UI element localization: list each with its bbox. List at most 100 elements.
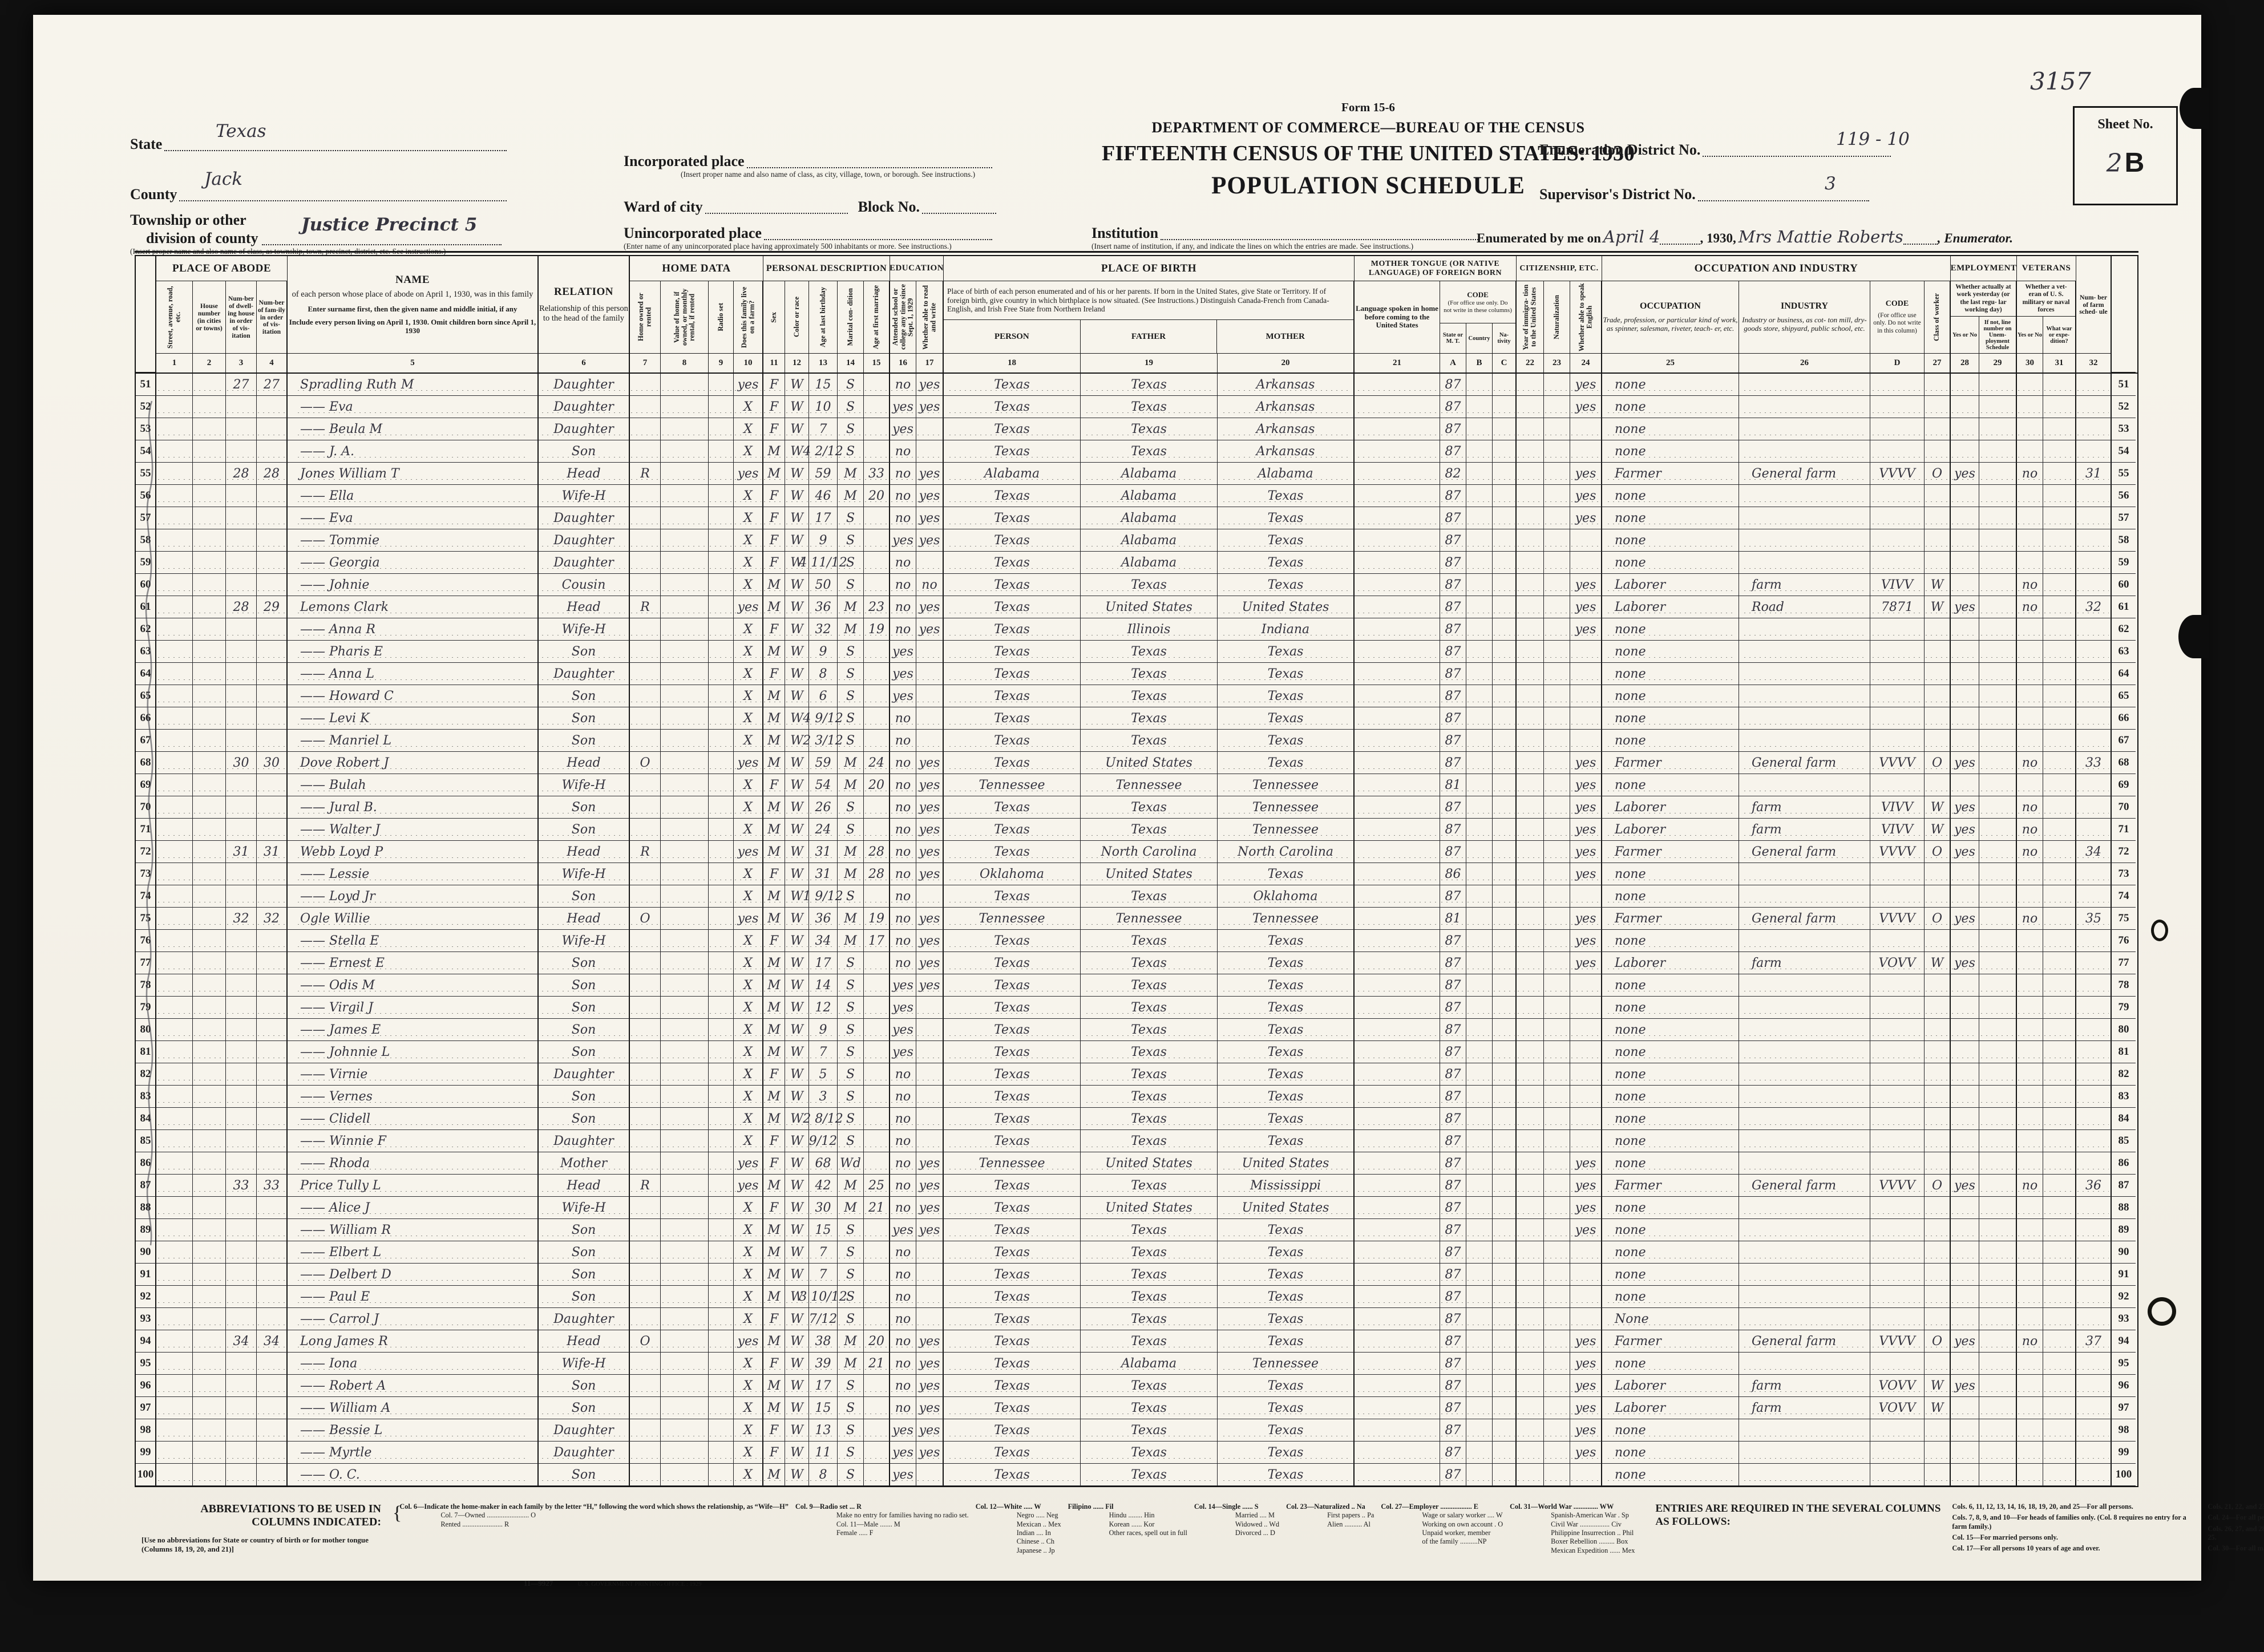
- cell: [661, 1197, 709, 1219]
- cell: X: [734, 574, 763, 596]
- cell: yes: [1570, 1152, 1602, 1175]
- cell: [156, 1175, 193, 1197]
- column-number: 32: [2076, 354, 2112, 372]
- cell: Daughter: [539, 418, 630, 440]
- cell: X: [734, 529, 763, 552]
- cell: [1925, 374, 1951, 396]
- cell: [630, 1442, 661, 1464]
- cell: [226, 863, 257, 885]
- cell: 9: [809, 529, 838, 552]
- cell: Daughter: [539, 507, 630, 529]
- cell: [1544, 418, 1570, 440]
- cell: [661, 997, 709, 1019]
- cell: S: [838, 685, 864, 707]
- col30-header: Yes or No: [2017, 317, 2043, 353]
- cell: Head: [539, 841, 630, 863]
- cell: Alabama: [1081, 529, 1218, 552]
- cell: [1466, 774, 1493, 796]
- cell: M: [763, 1375, 785, 1397]
- abbreviation-line: Mexican Expedition ...... Mex: [1551, 1546, 1635, 1554]
- cell: VVVV: [1870, 1175, 1925, 1197]
- cell: [661, 841, 709, 863]
- cell: Texas: [1218, 1130, 1355, 1152]
- cell: Texas: [1081, 1286, 1218, 1308]
- line-number: 90: [136, 1241, 156, 1264]
- cell: W: [785, 1397, 809, 1419]
- cell: [1925, 396, 1951, 418]
- cell: 9: [809, 641, 838, 663]
- cell: [1925, 707, 1951, 730]
- cell: —— Loyd Jr: [288, 885, 539, 908]
- cell: [1979, 1397, 2017, 1419]
- cell: Texas: [944, 485, 1081, 507]
- cell: —— Winnie F: [288, 1130, 539, 1152]
- cell: [709, 930, 734, 952]
- cell: [661, 418, 709, 440]
- cell: [2076, 730, 2112, 752]
- cell: [630, 507, 661, 529]
- cell: United States: [1081, 1152, 1218, 1175]
- cell: [2043, 1264, 2076, 1286]
- cell: [1870, 730, 1925, 752]
- cell: [1466, 752, 1493, 774]
- cell: [1493, 1130, 1517, 1152]
- cell: [1870, 1308, 1925, 1330]
- cell: S: [838, 1264, 864, 1286]
- cell: 87: [1440, 796, 1466, 819]
- pob-subheader: Place of birth of each person enumerated…: [944, 281, 1355, 354]
- cell: M: [838, 930, 864, 952]
- cell: yes: [1951, 908, 1979, 930]
- cell: [1493, 374, 1517, 396]
- cell: [1979, 1308, 2017, 1330]
- cell: none: [1602, 1219, 1739, 1241]
- cell: Texas: [1081, 418, 1218, 440]
- cell: United States: [1081, 752, 1218, 774]
- cell: [2043, 463, 2076, 485]
- cell: Alabama: [1081, 552, 1218, 574]
- cell: [1570, 1063, 1602, 1086]
- cell: VVVV: [1870, 1330, 1925, 1353]
- cell: S: [838, 1464, 864, 1486]
- cell: [1544, 1464, 1570, 1486]
- cell: W: [785, 1197, 809, 1219]
- cell: S: [838, 663, 864, 685]
- cell: [1493, 752, 1517, 774]
- cell: [1925, 529, 1951, 552]
- enumerated-date: April 4: [1603, 227, 1660, 246]
- cell: [193, 507, 226, 529]
- column-number: 8: [661, 354, 709, 372]
- cell: 50: [809, 574, 838, 596]
- cell: [257, 1019, 288, 1041]
- cell: [1979, 997, 2017, 1019]
- cell: [1355, 440, 1440, 463]
- cell: [630, 1464, 661, 1486]
- line-number: 62: [136, 618, 156, 641]
- line-number: 69: [2112, 774, 2136, 796]
- cell: O: [1925, 908, 1951, 930]
- cell: [2017, 997, 2043, 1019]
- cell: [193, 1330, 226, 1353]
- cell: Texas: [944, 529, 1081, 552]
- cell: [1466, 1419, 1493, 1442]
- cell: 32: [809, 618, 838, 641]
- cell: [1739, 618, 1870, 641]
- cell: [1870, 685, 1925, 707]
- cell: [156, 1241, 193, 1264]
- cell: [1466, 396, 1493, 418]
- industry-desc: Industry or business, as cot- ton mill, …: [1742, 315, 1867, 333]
- cell: [1517, 1152, 1544, 1175]
- abbreviation-line: Boxer Rebellion ......... Box: [1551, 1537, 1628, 1546]
- cell: [193, 1419, 226, 1442]
- cell: [156, 1219, 193, 1241]
- cell: [1870, 1130, 1925, 1152]
- cell: [257, 952, 288, 974]
- cell: [156, 1152, 193, 1175]
- cell: [630, 997, 661, 1019]
- line-number: 52: [2112, 396, 2136, 418]
- cell: yes: [916, 1375, 944, 1397]
- cell: yes: [1951, 819, 1979, 841]
- cell: [709, 974, 734, 997]
- entries-line: Col. 17—For all persons 10 years of age …: [1952, 1544, 2100, 1553]
- cell: [156, 663, 193, 685]
- cell: [1951, 1241, 1979, 1264]
